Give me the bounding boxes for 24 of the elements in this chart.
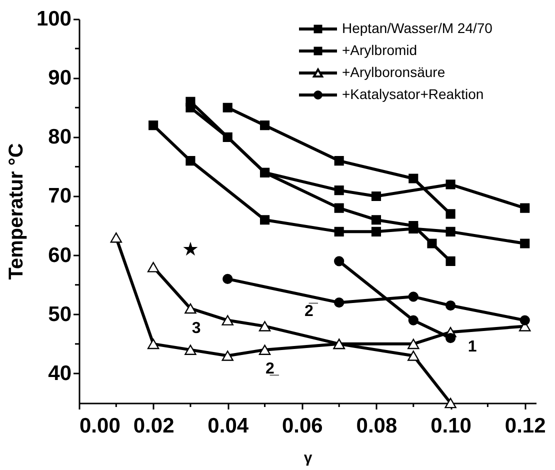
y-tick-label: 90 [48,66,72,90]
x-tick-label: 0.06 [282,414,323,438]
legend-label: +Arylbromid [342,42,418,58]
legend-label: Heptan/Wasser/M 24/70 [342,20,493,36]
annotation: 1 [468,338,477,356]
y-tick-label: 100 [36,8,72,30]
x-axis-title: γ [304,450,313,466]
annotation: 2̲ [265,360,280,378]
y-axis-title: Temperatur °C [5,143,28,280]
annotation: 2̅ [304,302,318,320]
y-tick-label: 80 [48,126,72,149]
annotation: 3 [192,320,201,337]
legend-label: +Arylboronsäure [342,64,446,80]
x-tick-label: 0.12 [504,414,546,438]
x-tick-label: 0.08 [356,414,398,438]
y-tick-label: 70 [48,184,72,208]
x-tick-label: 0.00 [80,414,120,438]
y-tick-label: 40 [48,362,72,385]
y-tick-label: 50 [48,302,72,326]
x-tick-label: 0.10 [430,414,472,438]
x-tick-label: 0.04 [208,414,249,438]
legend-label: +Katalysator+Reaktion [342,86,484,102]
x-tick-label: 0.02 [133,414,174,438]
y-tick-label: 60 [48,244,72,267]
